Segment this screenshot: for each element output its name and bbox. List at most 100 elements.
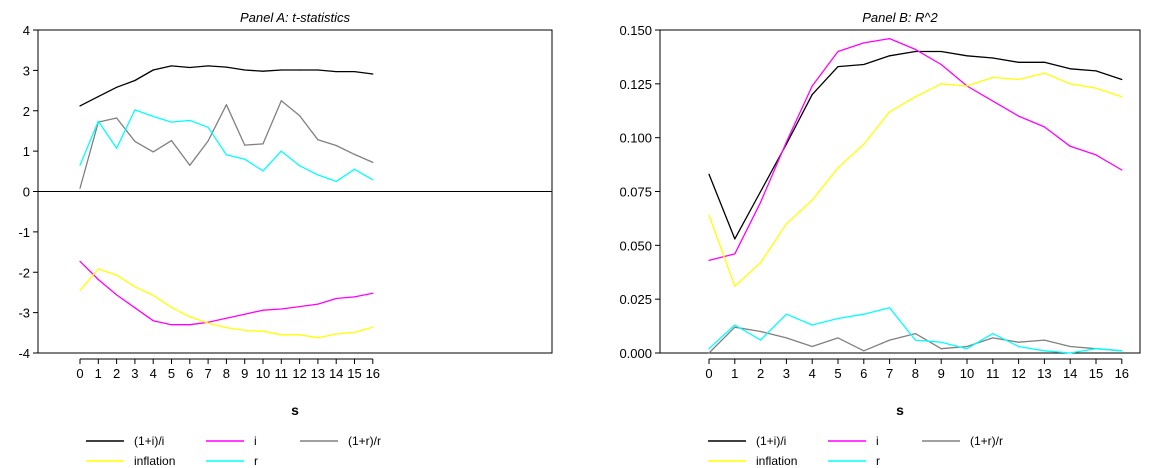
x-tick-label: 7 <box>886 366 893 381</box>
data-point <box>299 114 301 117</box>
data-point <box>262 70 264 72</box>
legend-label-1-i-i: (1+i)/i <box>756 434 786 448</box>
y-tick-label: 0 <box>23 185 30 200</box>
data-point <box>335 297 337 300</box>
x-tick-label: 15 <box>1089 366 1103 381</box>
data-point <box>1069 345 1071 348</box>
data-point <box>152 69 154 71</box>
series-line-1-i-i <box>79 65 373 107</box>
data-point <box>1043 350 1045 352</box>
data-point <box>317 139 319 141</box>
data-point <box>280 150 282 152</box>
data-point <box>335 144 337 147</box>
data-point <box>189 164 191 166</box>
data-point <box>837 50 839 53</box>
series-1-i-i <box>79 65 374 107</box>
x-tick-label: 4 <box>809 366 816 381</box>
x-tick-label: 0 <box>705 366 712 381</box>
data-point <box>299 334 301 336</box>
data-point <box>353 331 356 334</box>
data-point <box>1018 78 1020 81</box>
data-point <box>889 307 891 309</box>
data-point <box>1018 115 1020 117</box>
data-point <box>244 313 246 315</box>
data-point <box>372 292 374 294</box>
x-tick-label: 9 <box>938 366 945 381</box>
y-tick-label: 3 <box>23 63 30 78</box>
data-point <box>966 345 968 348</box>
data-point <box>992 76 994 78</box>
x-tick-label: 6 <box>860 366 867 381</box>
series-i <box>708 37 1123 262</box>
x-tick-label: 13 <box>311 366 325 381</box>
data-point <box>189 66 191 69</box>
legend-label-inflation: inflation <box>134 454 175 468</box>
x-tick-label: 12 <box>292 366 306 381</box>
data-point <box>372 73 374 75</box>
data-point <box>811 85 813 87</box>
data-point <box>914 50 917 53</box>
data-point <box>170 324 173 326</box>
data-point <box>152 294 154 296</box>
data-point <box>280 308 282 310</box>
x-tick-label: 3 <box>131 366 138 381</box>
x-tick-label: 5 <box>168 366 175 381</box>
data-point <box>992 57 994 59</box>
data-point <box>760 330 762 333</box>
y-tick-label: 0.125 <box>619 77 652 92</box>
data-point <box>1043 72 1045 74</box>
data-point <box>97 120 99 122</box>
series-1-r-r <box>79 100 374 189</box>
x-tick-label: 8 <box>912 366 919 381</box>
data-point <box>280 334 282 336</box>
data-point <box>335 180 337 183</box>
legend-label-1-r-r: (1+r)/r <box>348 434 381 448</box>
x-tick-label: 12 <box>1011 366 1025 381</box>
data-point <box>317 337 319 339</box>
data-point <box>914 96 917 98</box>
data-point <box>837 337 839 339</box>
data-point <box>244 144 246 146</box>
data-point <box>940 83 942 85</box>
data-point <box>1095 154 1097 156</box>
data-point <box>244 69 246 71</box>
chart-title: Panel B: R^2 <box>862 10 938 25</box>
data-point <box>152 320 154 322</box>
data-point <box>335 333 337 335</box>
y-tick-label: -2 <box>18 265 30 280</box>
data-point <box>317 69 319 71</box>
data-point <box>914 48 917 50</box>
data-point <box>889 111 891 113</box>
x-tick-label: 5 <box>834 366 841 381</box>
data-point <box>134 307 136 309</box>
data-point <box>1121 96 1123 98</box>
panel-b-chart: Panel B: R^2 0.000 0.025 0.050 0.075 0.100 0.1… <box>619 10 1141 468</box>
data-point <box>966 348 968 350</box>
data-point <box>837 66 839 68</box>
y-tick-label: -1 <box>18 225 30 240</box>
data-point <box>940 50 942 53</box>
y-tick-label: 0.075 <box>619 185 652 200</box>
chart-title: Panel A: t-statistics <box>240 10 351 25</box>
data-point <box>207 65 209 67</box>
y-tick-label: 4 <box>23 23 30 38</box>
data-point <box>372 326 374 328</box>
x-tick-label: 10 <box>256 366 270 381</box>
data-point <box>189 316 191 318</box>
data-point <box>170 121 173 123</box>
data-point <box>79 105 81 107</box>
x-tick-label: 14 <box>1063 366 1077 381</box>
y-tick-label: -4 <box>18 346 30 361</box>
data-point <box>207 126 209 128</box>
x-tick-label: 16 <box>366 366 380 381</box>
legend-label-r: r <box>876 454 880 468</box>
series-line-1-r-r <box>79 100 374 189</box>
data-point <box>244 329 246 331</box>
data-point <box>760 201 762 203</box>
data-point <box>225 66 227 68</box>
data-point <box>1121 169 1123 171</box>
data-point <box>811 94 813 96</box>
data-point <box>225 326 227 329</box>
x-tick-label: 2 <box>113 366 120 381</box>
data-point <box>1069 68 1071 70</box>
